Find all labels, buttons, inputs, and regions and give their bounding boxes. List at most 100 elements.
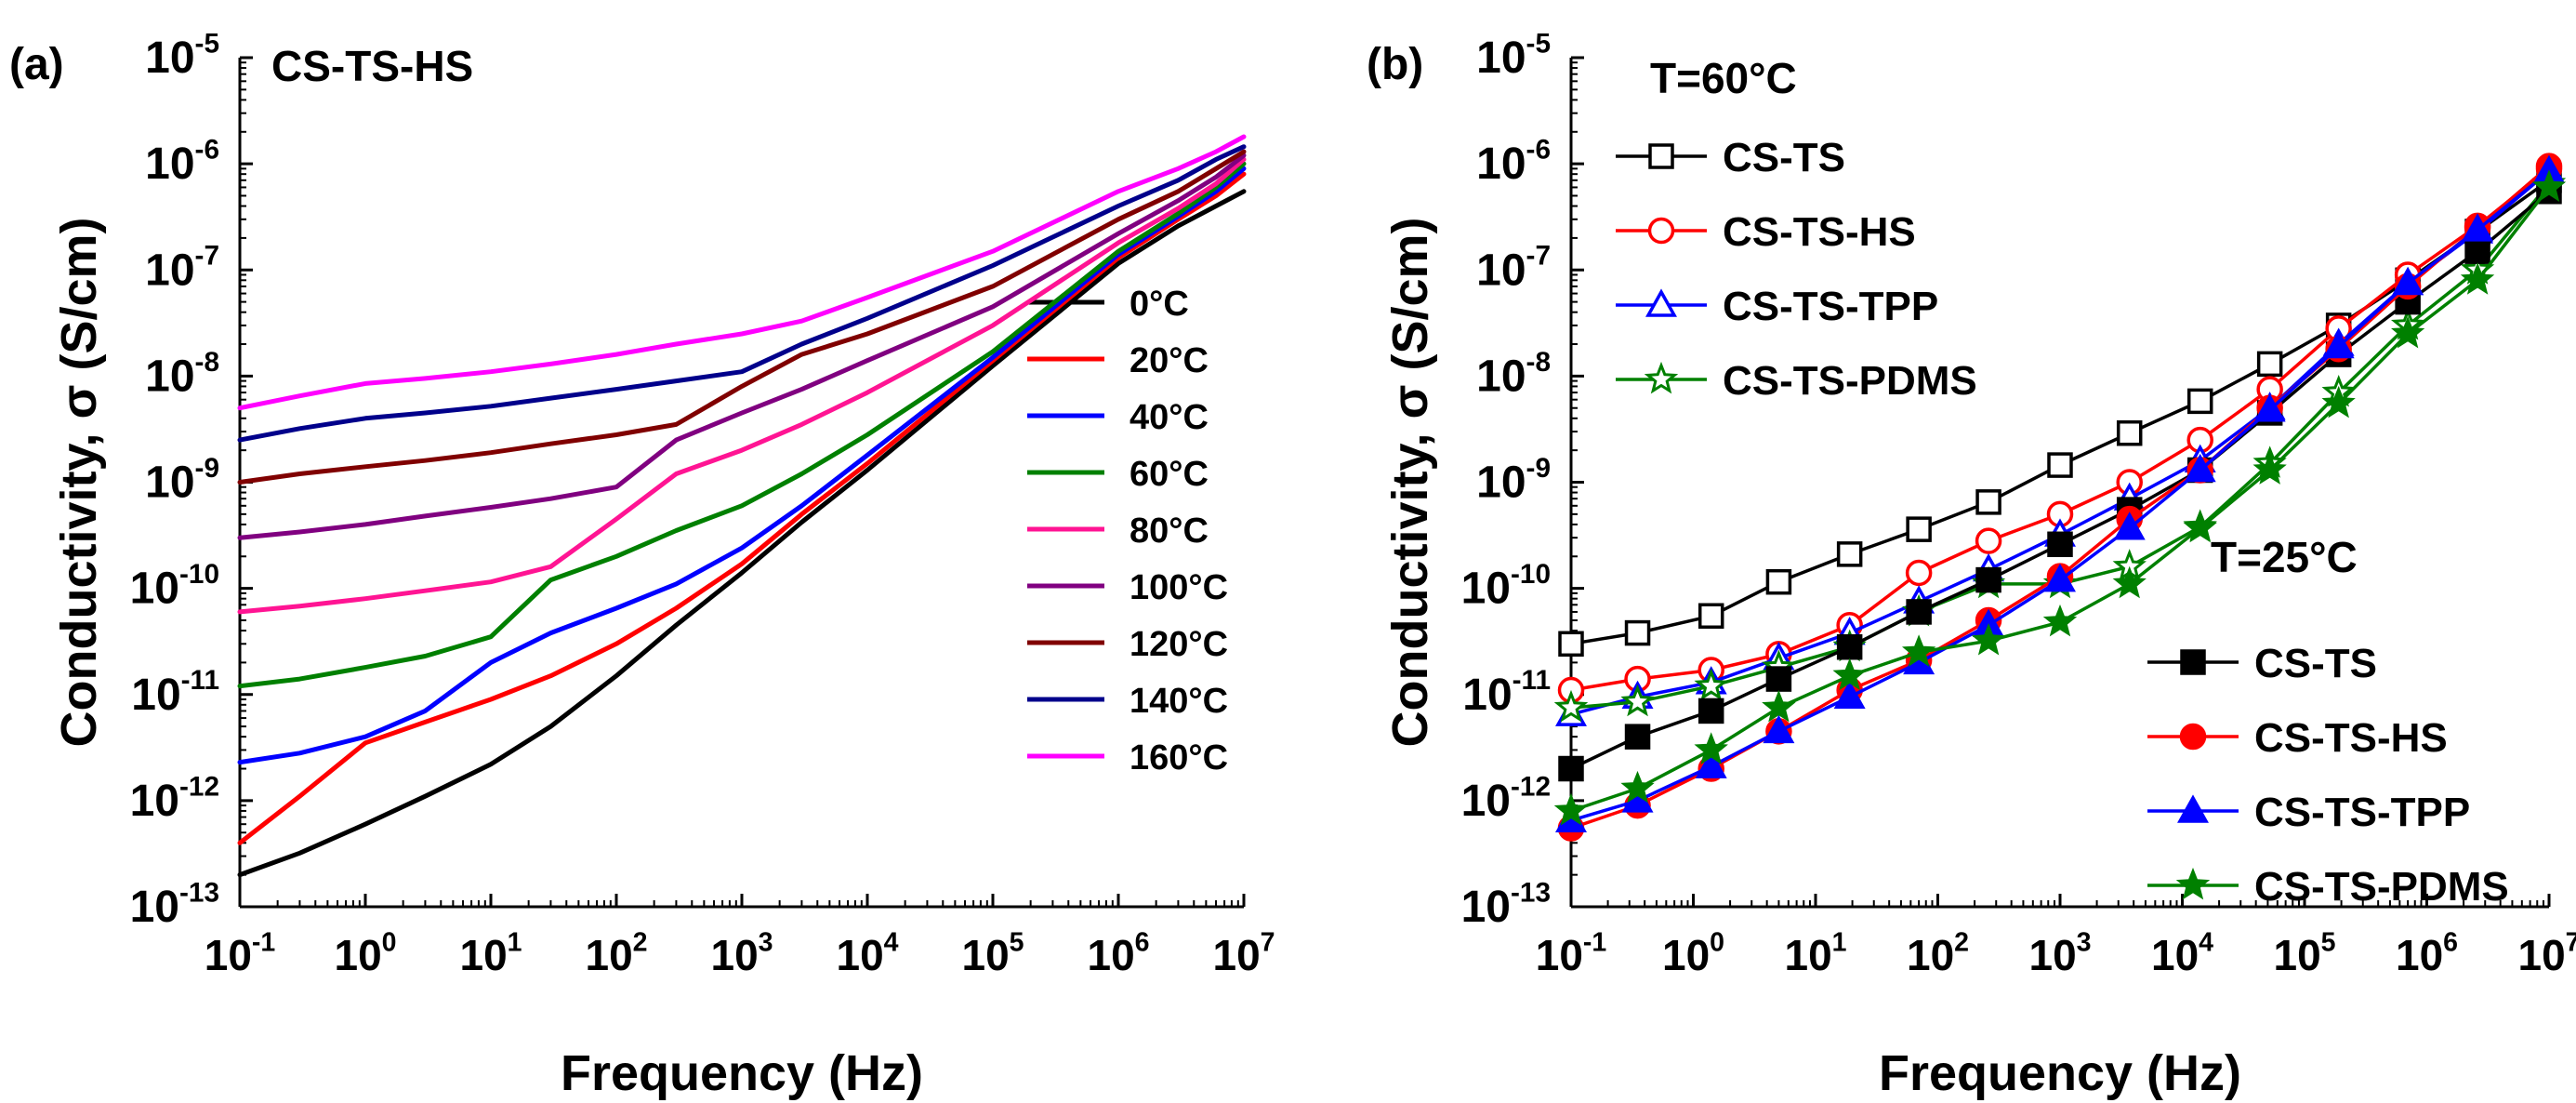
b-point <box>1971 623 2006 656</box>
a-x-tick-label: 103 <box>710 927 773 979</box>
b-point <box>1906 516 1932 542</box>
b-x-tick-label: 100 <box>1662 927 1724 979</box>
b-point <box>1833 680 1866 710</box>
b-y-tick-label: 10-8 <box>1476 347 1551 402</box>
b-legend-label: CS-TS-PDMS <box>1723 358 1977 404</box>
a-legend-label: 20°C <box>1129 341 1209 380</box>
b-legend-label: CS-TS-HS <box>2254 715 2448 761</box>
a-y-tick-label: 10-11 <box>131 665 219 720</box>
b-series-line <box>1570 169 2551 716</box>
a-y-tick-label: 10-5 <box>145 28 219 83</box>
b-point <box>1832 658 1867 691</box>
b-point <box>2186 388 2213 415</box>
a-panel-label: (a) <box>9 40 64 89</box>
a-y-tick-label: 10-12 <box>130 771 219 826</box>
b-legend-label: CS-TS <box>2254 641 2377 686</box>
a-series-line <box>237 149 1247 485</box>
b-y-tick-label: 10-5 <box>1476 28 1551 83</box>
a-x-tick-label: 10-1 <box>205 927 276 979</box>
b-point <box>1624 619 1651 646</box>
b-point <box>2112 565 2147 599</box>
b-point <box>1620 770 1655 804</box>
a-x-tick-label: 107 <box>1212 927 1275 979</box>
b-legend-marker <box>1648 143 1674 169</box>
b-point <box>1698 698 1724 724</box>
a-series-line <box>237 134 1247 411</box>
b-point <box>1906 599 1932 625</box>
a-x-tick-label: 104 <box>836 927 898 979</box>
b-legend-label: CS-TS <box>1723 135 1845 180</box>
a-series-line <box>237 171 1247 845</box>
a-legend-label: 120°C <box>1129 625 1228 664</box>
b-point <box>1975 566 2001 593</box>
a-legend-label: 60°C <box>1129 455 1209 494</box>
b-point <box>2460 262 2495 295</box>
a-y-tick-label: 10-7 <box>145 241 219 296</box>
b-point <box>2183 510 2217 543</box>
a-legend-label: 140°C <box>1129 682 1228 721</box>
b-point <box>2464 238 2490 264</box>
b-point <box>1558 755 1584 782</box>
b-x-tick-label: 101 <box>1784 927 1846 979</box>
a-series-line <box>237 144 1247 443</box>
a-legend-label: 100°C <box>1129 568 1228 607</box>
b-x-tick-label: 107 <box>2517 927 2576 979</box>
b-y-tick-label: 10-12 <box>1461 771 1551 826</box>
b-point <box>2392 266 2424 296</box>
a-x-axis-label: Frequency (Hz) <box>561 1045 923 1101</box>
a-x-tick-label: 100 <box>334 927 396 979</box>
b-legend-marker <box>2175 867 2211 900</box>
a-series-line <box>237 189 1247 878</box>
b-legend-label: CS-TS-PDMS <box>2254 864 2509 910</box>
a-legend-label: 0°C <box>1129 285 1189 324</box>
b-y-tick-label: 10-6 <box>1476 135 1551 190</box>
b-point <box>2047 452 2073 478</box>
b-legend-marker <box>1647 217 1675 245</box>
b-point <box>2116 419 2143 446</box>
b-point <box>1624 724 1651 750</box>
b-x-tick-label: 104 <box>2151 927 2213 979</box>
a-x-tick-label: 102 <box>585 927 647 979</box>
b-y-tick-label: 10-10 <box>1461 559 1551 614</box>
b-x-axis-label: Frequency (Hz) <box>1879 1045 2241 1101</box>
panel-b: 10-1 100 101 102 103 104 105 106 107 10-13 10-12 10… <box>1367 28 2576 1101</box>
a-x-tick-label: 105 <box>961 927 1024 979</box>
b-legend-marker <box>1645 288 1677 317</box>
a-y-tick-label: 10-8 <box>145 347 219 402</box>
a-legend-label: 40°C <box>1129 398 1209 437</box>
b-y-tick-label: 10-9 <box>1476 453 1551 508</box>
b-point <box>1695 750 1727 778</box>
b-x-tick-label: 10-1 <box>1536 927 1607 979</box>
a-title: CS-TS-HS <box>271 42 473 90</box>
a-series-line <box>237 156 1247 615</box>
b-point <box>1763 714 1795 744</box>
b-point <box>1694 668 1728 701</box>
b-point <box>1558 631 1584 658</box>
b-x-tick-label: 105 <box>2273 927 2335 979</box>
b-point <box>1836 541 1863 567</box>
panel-a: 10-1 100 101 102 103 104 105 106 107 10-13 10-12 10… <box>9 28 1275 1101</box>
b-annotation: T=60°C <box>1650 54 1797 102</box>
b-legend-label: CS-TS-TPP <box>2254 790 2470 835</box>
b-point <box>1553 689 1589 723</box>
b-point <box>2531 169 2567 202</box>
b-x-tick-label: 103 <box>2028 927 2091 979</box>
b-point <box>2321 385 2356 419</box>
b-x-tick-label: 102 <box>1907 927 1969 979</box>
b-point <box>2322 329 2355 359</box>
b-point <box>1975 489 2001 515</box>
b-legend-label: CS-TS-TPP <box>1723 284 1938 329</box>
b-legend-marker <box>2177 794 2209 823</box>
b-point <box>2253 393 2286 422</box>
b-point <box>1905 559 1933 587</box>
b-point <box>2042 604 2078 637</box>
b-annotation: T=25°C <box>2211 533 2358 581</box>
b-point <box>1975 527 2002 554</box>
b-point <box>2462 213 2494 242</box>
b-point <box>1762 689 1796 723</box>
b-point <box>1765 666 1792 692</box>
b-point <box>1553 792 1589 826</box>
b-point <box>2256 351 2283 378</box>
a-x-tick-label: 101 <box>459 927 522 979</box>
a-x-tick-label: 106 <box>1087 927 1149 979</box>
